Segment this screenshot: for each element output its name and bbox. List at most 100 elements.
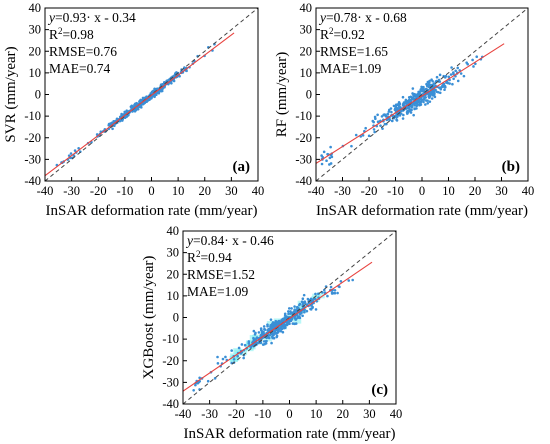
scatter-point [120,112,123,116]
scatter-point [472,65,475,68]
scatter-point [442,82,446,86]
scatter-point [150,96,153,100]
identity-line [316,8,528,181]
scatter-point [439,87,443,91]
scatter-point [471,58,474,62]
scatter-point [401,117,405,120]
scatter-point [413,104,417,107]
x-tick-label: -30 [201,407,218,421]
scatter-point [429,83,433,87]
scatter-point [398,114,402,117]
y-tick-label: 20 [167,267,180,281]
x-tick-label: 10 [442,184,455,198]
rmse: RMSE=1.65 [320,44,388,59]
scatter-point [367,134,371,138]
scatter-point [320,162,324,166]
y-tick-label: -10 [162,332,179,346]
scatter-point [381,127,384,130]
chart-panel: -40 -30 -20 -10 0 10 20 30 40 -40 -30 -20 -10 0 10 20 30… [3,1,264,219]
x-tick-label: 0 [148,184,154,198]
scatter-point [172,74,176,78]
scatter-point [192,388,195,392]
scatter-point [401,95,405,99]
scatter-point [418,103,421,107]
x-tick-label: 30 [363,407,376,421]
density-cell [296,305,305,312]
y-tick-label: -20 [295,131,312,145]
y-axis-label: XGBoost (mm/year) [141,256,157,380]
scatter-point [451,82,454,86]
scatter-point [283,312,287,316]
scatter-point [336,291,339,295]
scatter-point [339,280,343,283]
scatter-point [268,333,272,337]
scatter-point [185,69,188,73]
y-tick-label: -40 [162,397,179,411]
scatter-point [417,92,421,96]
rmse: RMSE=0.76 [49,44,117,59]
x-tick-label: 40 [252,184,265,198]
scatter-point [249,345,253,349]
x-axis-label: InSAR deformation rate (mm/year) [316,203,528,219]
density-cell [233,348,242,355]
scatter-point [465,61,468,64]
y-tick-label: -40 [295,174,312,188]
scatter-point [263,328,267,331]
scatter-point [407,95,411,99]
x-tick-label: 30 [495,184,508,198]
scatter-point [254,331,257,335]
scatter-point [380,115,384,118]
chart-panel: -40 -30 -20 -10 0 10 20 30 40 -40 -30 -20 -10 0 10 20 30… [141,224,402,442]
scatter-point [438,73,442,77]
y-tick-label: -20 [162,354,179,368]
r2-symbol: R [49,27,58,42]
identity-line [45,8,258,181]
r2-symbol: R [187,250,196,265]
x-tick-label: -10 [387,184,404,198]
scatter-point [259,341,263,345]
scatter-point [435,75,439,79]
scatter-point [389,107,393,110]
scatter-point [294,322,298,325]
scatter-point [302,293,306,297]
scatter-point [426,101,430,105]
regression-equation: y=0.78· x - 0.68 [318,10,407,25]
scatter-point [230,349,233,352]
scatter-point [167,78,170,82]
scatter-point [422,98,426,101]
scatter-point [398,101,401,105]
x-tick-label: 0 [286,407,292,421]
density-cell [293,317,302,324]
scatter-point [279,329,283,333]
scatter-point [438,91,442,95]
density-cell [297,300,306,307]
scatter-point [293,316,297,320]
scatter-point [290,307,293,310]
scatter-point [443,88,446,92]
scatter-point [243,343,247,347]
scatter-point [194,383,197,387]
scatter-point [394,103,398,106]
y-tick-label: -20 [24,131,41,145]
scatter-point [305,309,309,313]
scatter-point [270,326,273,329]
scatter-point [298,303,301,307]
x-axis-label: InSAR deformation rate (mm/year) [45,203,257,219]
scatter-point [257,331,261,334]
scatter-point [412,113,415,117]
x-tick-label: 20 [469,184,482,198]
scatter-point [313,297,317,301]
scatter-point [287,310,290,313]
scatter-point [390,119,394,123]
scatter-point [298,315,301,318]
scatter-point [456,66,460,70]
scatter-point [364,126,367,130]
density-cell [316,292,325,299]
scatter-point [284,326,287,329]
scatter-point [289,319,293,322]
x-tick-label: -20 [228,407,245,421]
scatter-point [280,326,283,329]
scatter-point [274,332,278,335]
scatter-point [424,87,428,91]
scatter-point [142,97,145,100]
